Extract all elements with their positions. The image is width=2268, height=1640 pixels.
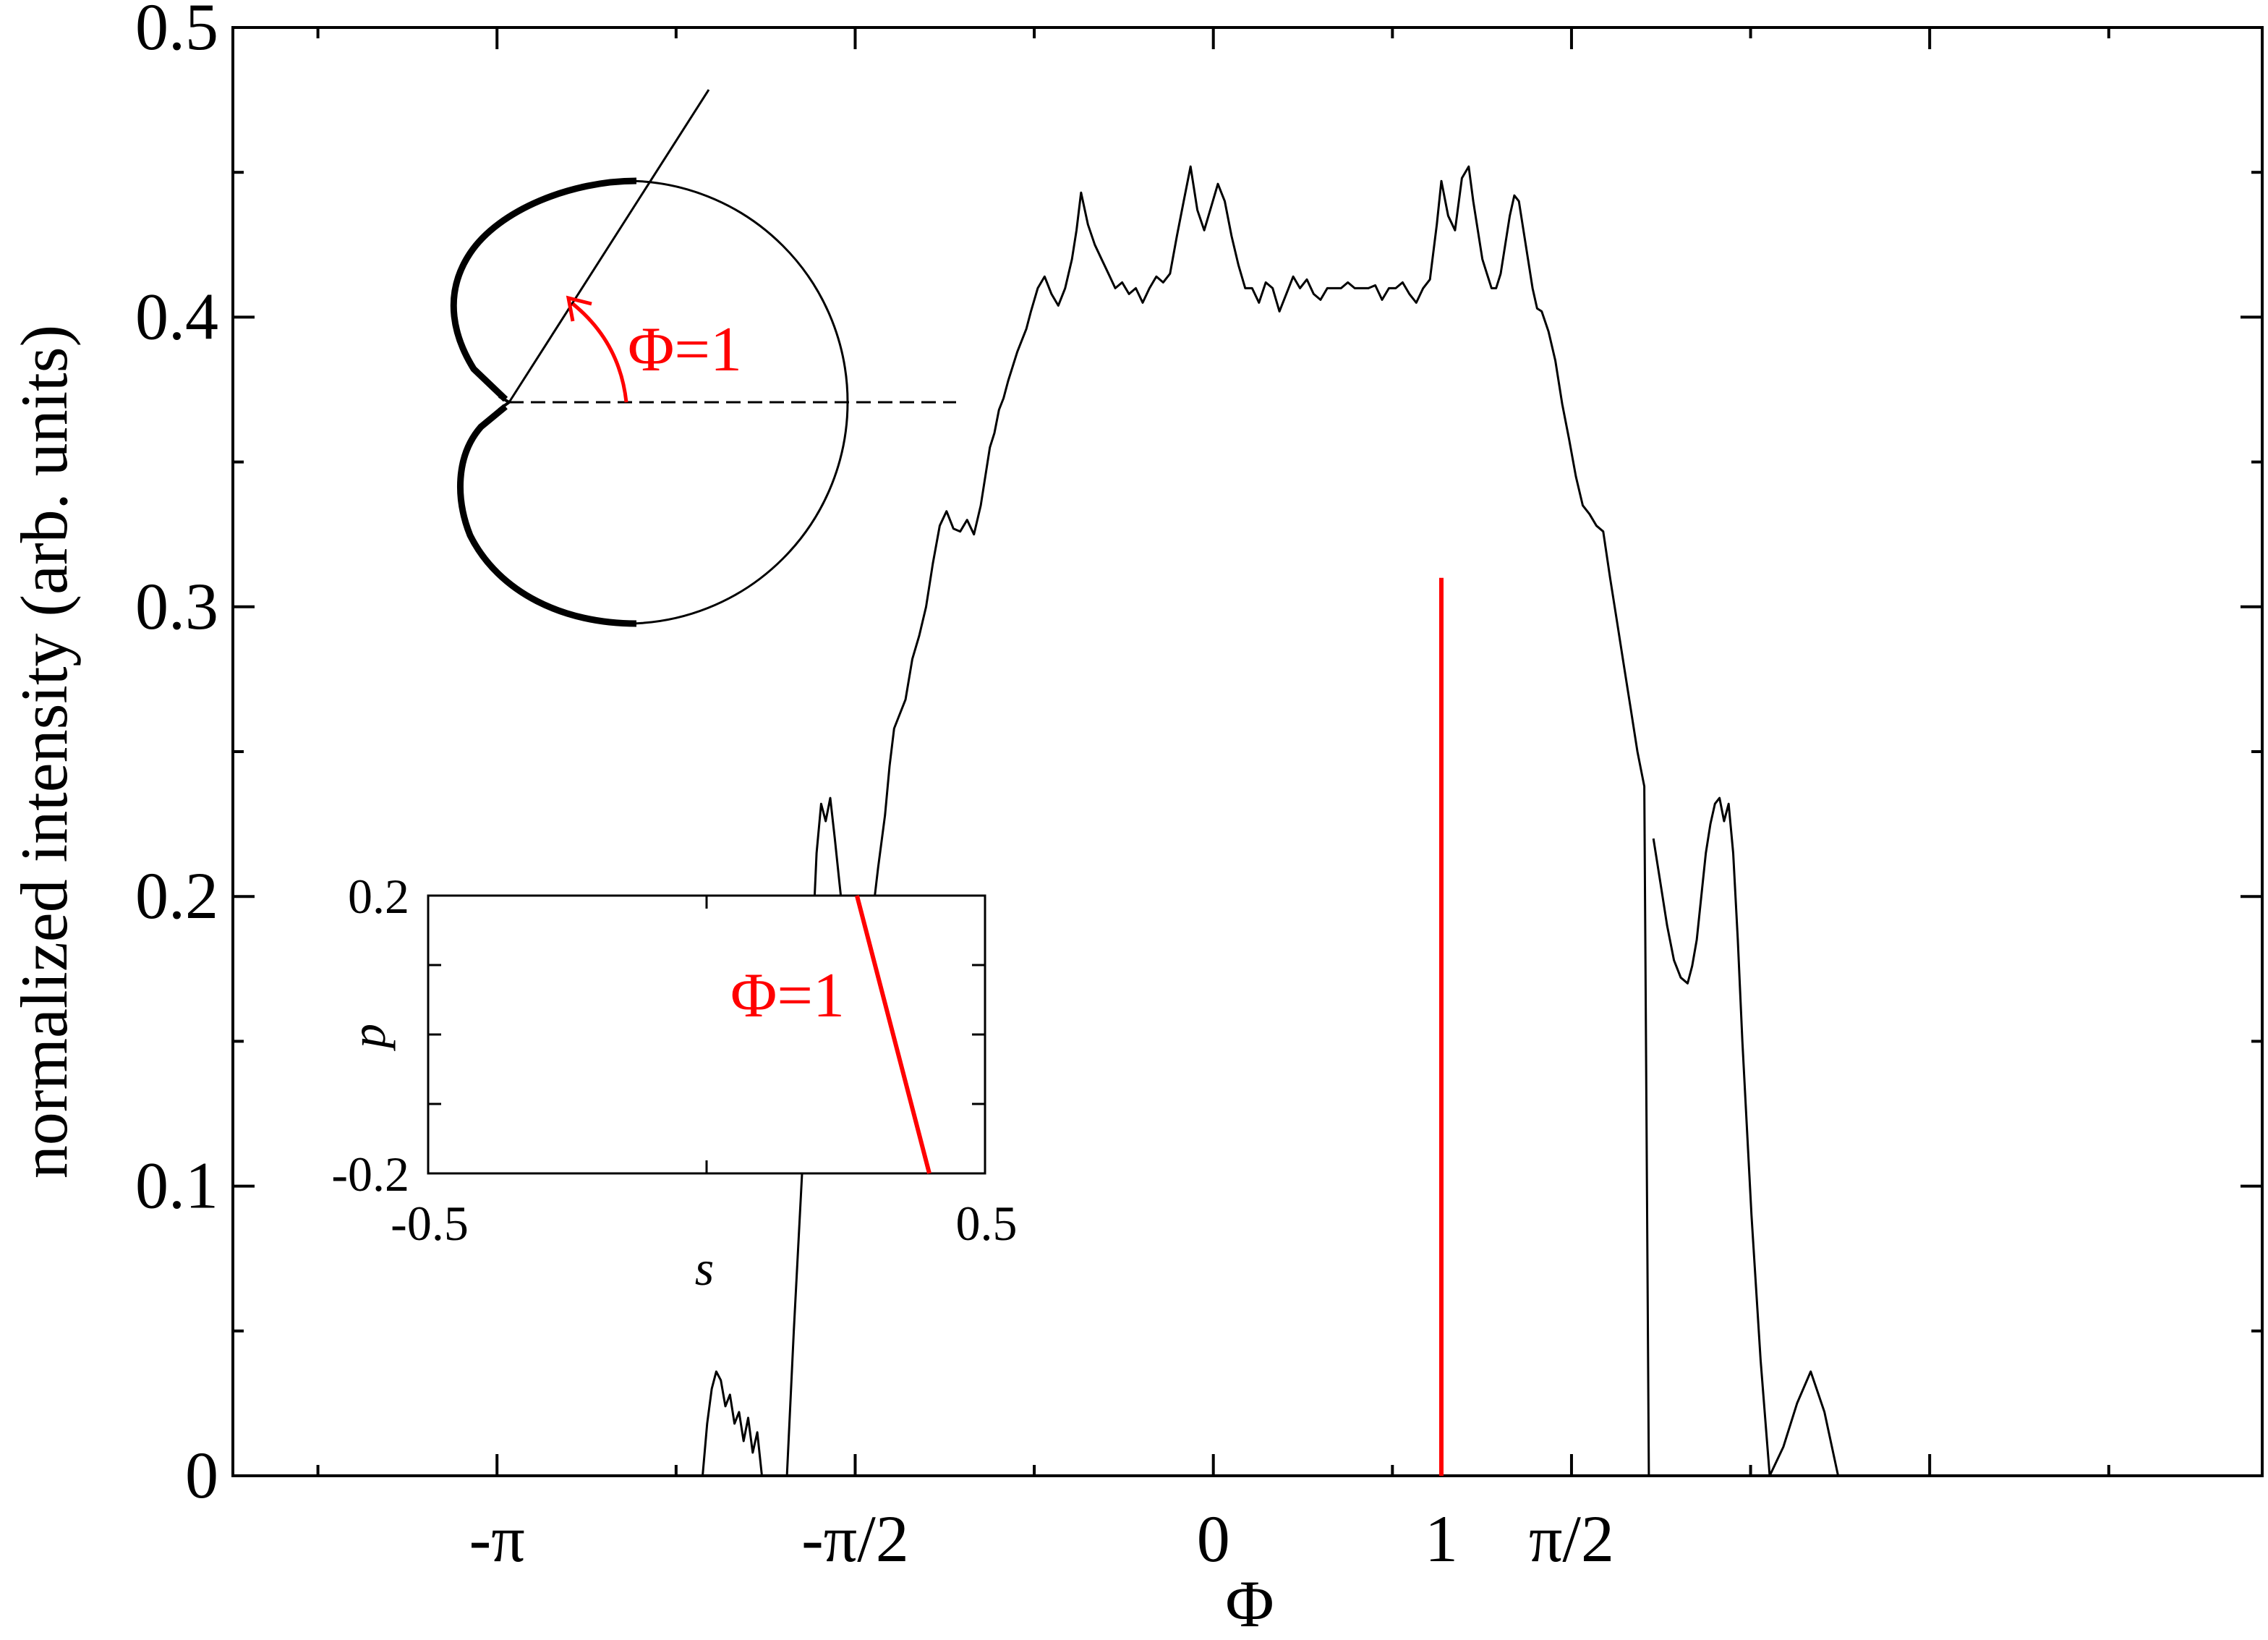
main-ticks xyxy=(233,26,2262,1477)
x-tick-label: 0 xyxy=(1197,1502,1230,1576)
x-tick-label: -π/2 xyxy=(801,1502,909,1576)
series-line xyxy=(785,165,1650,1477)
y-tick-label: 0 xyxy=(185,1438,218,1512)
cardioid-cusp-lower xyxy=(498,401,511,411)
plot-frame xyxy=(231,26,2264,1477)
inset-y-title: p xyxy=(341,1024,396,1051)
x-tick-label: -π xyxy=(469,1502,525,1576)
series-line xyxy=(1652,796,1840,1477)
main-labels: 0 0.1 0.2 0.3 0.4 0.5 -π -π/2 0 1 π/2 xyxy=(135,0,1614,1576)
y-tick-label: 0.2 xyxy=(135,859,218,932)
y-tick-label: 0.4 xyxy=(135,279,218,353)
angle-arrowhead-icon xyxy=(566,295,592,322)
x-tick-label: π/2 xyxy=(1529,1502,1614,1576)
phase-space-inset: Φ=1 0.2 -0.2 -0.5 0.5 s p xyxy=(331,869,1017,1296)
inset-y-tick-top: 0.2 xyxy=(348,869,409,924)
inset-y-tick-bottom: -0.2 xyxy=(331,1147,409,1202)
cardioid-cusp-upper xyxy=(498,395,510,404)
angle-arc xyxy=(571,302,628,403)
inset-x-tick-right: 0.5 xyxy=(956,1196,1018,1251)
inset-x-tick-left: -0.5 xyxy=(391,1196,469,1251)
x-axis-title: Φ xyxy=(1225,1567,1274,1640)
inset-line-label: Φ=1 xyxy=(730,961,845,1031)
cardioid-diagram: Φ=1 xyxy=(450,89,956,627)
angle-label: Φ=1 xyxy=(628,315,742,385)
inset-ticks xyxy=(428,896,985,1173)
y-axis-title: normalized intensity (arb. units) xyxy=(7,325,81,1178)
y-tick-label: 0.3 xyxy=(135,569,218,643)
series-line xyxy=(702,1370,763,1477)
y-tick-label: 0.5 xyxy=(135,0,218,64)
cardioid-upper-lobe xyxy=(450,177,637,402)
main-series xyxy=(702,165,1840,1477)
inset-x-title: s xyxy=(695,1241,714,1296)
cardioid-lower-lobe xyxy=(457,404,637,627)
x-tick-label: 1 xyxy=(1425,1502,1458,1576)
y-tick-label: 0.1 xyxy=(135,1149,218,1223)
inset-frame xyxy=(427,894,986,1175)
ray-line xyxy=(508,89,710,403)
inset-red-line xyxy=(854,895,932,1174)
